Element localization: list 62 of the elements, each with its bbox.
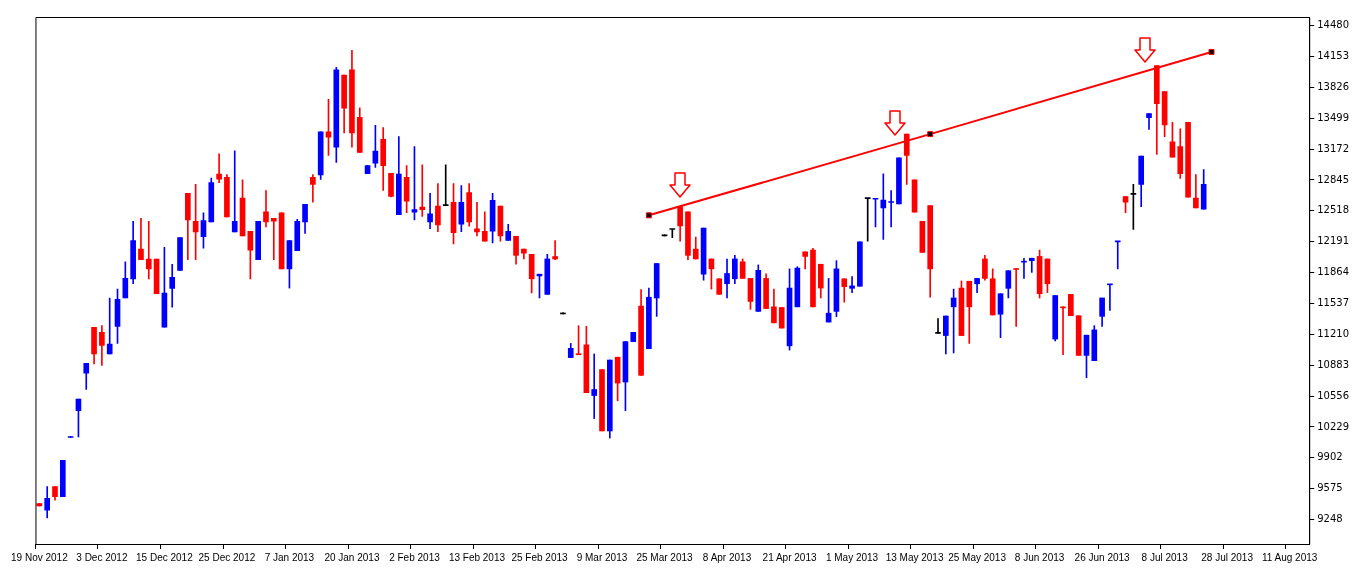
- x-tick-label: 9 Mar 2013: [576, 551, 628, 563]
- y-tick-label: 9248: [1317, 513, 1343, 525]
- x-tick-label: 28 Jul 2013: [1201, 551, 1254, 563]
- candlestick: [231, 150, 238, 233]
- y-tick-label: 11537: [1317, 297, 1349, 309]
- candlestick: [427, 193, 433, 230]
- y-tick-label: 14480: [1317, 19, 1349, 31]
- candlestick: [849, 276, 855, 293]
- x-tick-label: 8 Apr 2013: [702, 551, 752, 563]
- x-tick-label: 8 Jul 2013: [1141, 551, 1189, 563]
- y-tick-label: 10229: [1317, 420, 1349, 432]
- y-tick-label: 9575: [1317, 482, 1343, 494]
- candlestick: [138, 218, 144, 260]
- point: [927, 131, 934, 138]
- x-tick-label: 21 Apr 2013: [762, 551, 817, 563]
- y-tick-label: 11210: [1317, 327, 1349, 339]
- y-tick-label: 11864: [1317, 266, 1349, 278]
- x-tick-label: 1 May 2013: [825, 551, 879, 563]
- y-tick-label: 10883: [1317, 358, 1349, 370]
- x-tick-label: 25 Mar 2013: [636, 551, 694, 563]
- y-tick-label: 12191: [1317, 235, 1349, 247]
- candlestick: [1028, 257, 1035, 273]
- candlestick: [106, 297, 113, 355]
- x-tick-label: 3 Dec 2012: [76, 551, 128, 563]
- y-tick-label: 10556: [1317, 389, 1349, 401]
- candlestick: [216, 153, 222, 183]
- x-tick-label: 2 Feb 2013: [389, 551, 441, 563]
- candlestick: [442, 164, 449, 207]
- candlestick: [935, 318, 941, 334]
- x-tick-label: 19 Nov 2012: [11, 551, 69, 563]
- candlestick: [270, 218, 277, 260]
- x-tick-label: 13 May 2013: [885, 551, 944, 563]
- candlestick: [864, 197, 871, 242]
- point: [645, 212, 652, 219]
- y-tick-label: 13826: [1317, 80, 1349, 92]
- candlestick: [880, 173, 887, 240]
- x-tick-label: 7 Jan 2013: [264, 551, 315, 563]
- candlestick: [888, 190, 894, 228]
- y-tick-label: 12845: [1317, 173, 1349, 185]
- candlestick: [145, 220, 152, 280]
- x-tick-label: 15 Dec 2012: [136, 551, 194, 563]
- x-tick-label: 26 Jun 2013: [1074, 551, 1131, 563]
- candlestick: [591, 353, 598, 419]
- x-tick-label: 20 Jan 2013: [324, 551, 380, 563]
- x-tick-label: 13 Feb 2013: [448, 551, 506, 563]
- y-tick-label: 12518: [1317, 204, 1349, 216]
- candlestick: [1013, 268, 1019, 327]
- candlestick: [669, 228, 676, 238]
- x-tick-label: 8 Jun 2013: [1014, 551, 1065, 563]
- point: [1208, 48, 1215, 55]
- y-tick-label: 13499: [1317, 111, 1349, 123]
- candlestick: [419, 164, 426, 217]
- x-tick-label: 25 Dec 2012: [198, 551, 256, 563]
- x-tick-label: 25 Feb 2013: [511, 551, 568, 563]
- x-tick-label: 25 May 2013: [948, 551, 1007, 563]
- y-tick-label: 9902: [1317, 451, 1343, 463]
- candlestick: [1021, 257, 1027, 279]
- candlestick: [552, 240, 558, 260]
- x-tick-label: 11 Aug 2013: [1261, 551, 1318, 563]
- candlestick: [474, 201, 480, 237]
- y-tick-label: 13172: [1317, 142, 1349, 154]
- y-tick-label: 14153: [1317, 49, 1349, 61]
